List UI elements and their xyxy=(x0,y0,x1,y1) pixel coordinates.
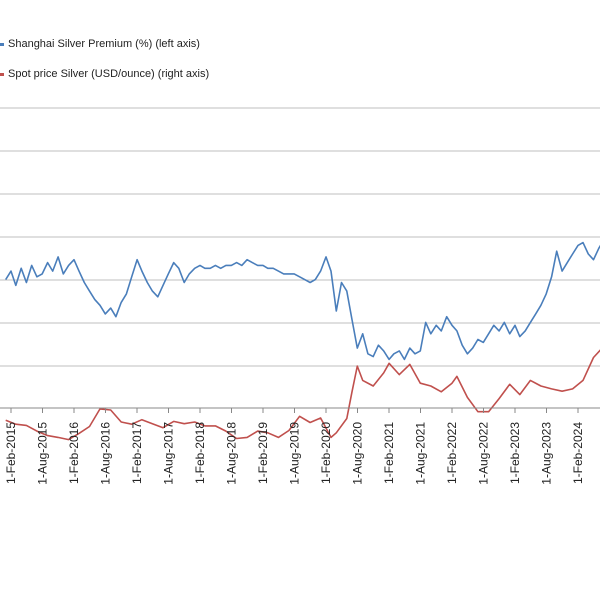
x-tick-label: 1-Aug-2022 xyxy=(477,422,491,485)
x-tick-label: 1-Feb-2017 xyxy=(130,422,144,484)
x-axis: 1-Feb-2015 1-Aug-2015 1-Feb-2016 1-Aug-2016… xyxy=(0,407,600,485)
x-tick-label: 1-Feb-2019 xyxy=(256,422,270,484)
gridlines xyxy=(0,107,600,367)
x-tick-label: 1-Feb-2020 xyxy=(319,422,333,484)
legend-label-spot: Spot price Silver (USD/ounce) (right axi… xyxy=(8,68,210,80)
x-tick-label: 1-Aug-2023 xyxy=(540,422,554,485)
x-tick-label: 1-Aug-2017 xyxy=(162,422,176,485)
x-tick-label: 1-Aug-2018 xyxy=(225,422,239,485)
x-tick-label: 1-Feb-2024 xyxy=(571,422,585,484)
x-tick-label: 1-Aug-2015 xyxy=(36,422,50,485)
series-lines xyxy=(5,241,600,441)
legend-label-premium: Shanghai Silver Premium (%) (left axis) xyxy=(8,38,200,50)
x-tick-label: 1-Aug-2021 xyxy=(414,422,428,485)
x-tick-label: 1-Feb-2016 xyxy=(67,422,81,484)
x-tick-label: 1-Feb-2023 xyxy=(508,422,522,484)
x-tick-label: 1-Aug-2019 xyxy=(288,422,302,485)
legend-item-spot: Spot price Silver (USD/ounce) (right axi… xyxy=(0,68,209,80)
x-tick-label: 1-Aug-2020 xyxy=(351,422,365,485)
legend-swatch-premium xyxy=(0,42,4,46)
legend-swatch-spot xyxy=(0,72,4,76)
series-line-premium xyxy=(5,241,600,361)
x-tick-label: 1-Feb-2018 xyxy=(193,422,207,484)
x-tick-label: 1-Feb-2021 xyxy=(382,422,396,484)
x-tick-label: 1-Aug-2016 xyxy=(99,422,113,485)
x-tick-label: 1-Feb-2015 xyxy=(4,422,18,484)
legend-item-premium: Shanghai Silver Premium (%) (left axis) xyxy=(0,38,200,50)
x-tick-label: 1-Feb-2022 xyxy=(445,422,459,484)
series-line-spot xyxy=(5,349,600,441)
